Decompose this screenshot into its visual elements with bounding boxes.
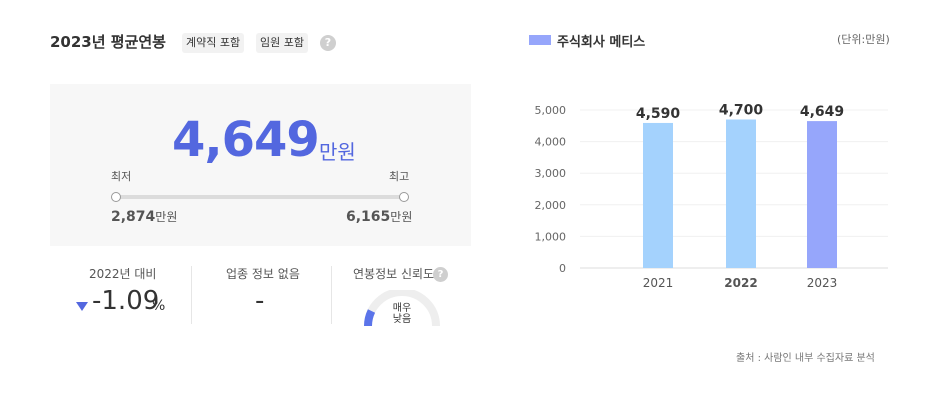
yoy-change-value: -1.09: [92, 286, 160, 316]
reliability-help-icon[interactable]: ?: [433, 267, 448, 282]
min-label: 최저: [111, 170, 132, 183]
help-icon[interactable]: ?: [320, 35, 336, 51]
page-title: 2023년 평균연봉: [50, 33, 166, 51]
y-tick-label: 5,000: [535, 104, 567, 117]
gauge-fill: [364, 309, 376, 327]
stat-divider: [331, 266, 332, 324]
reliability-level: 매우 낮음: [384, 303, 420, 325]
x-tick-label: 2021: [643, 276, 674, 290]
legend-label: 주식회사 메티스: [557, 35, 646, 50]
range-max-marker: [399, 192, 409, 202]
max-salary-unit: 만원: [390, 210, 413, 224]
y-tick-label: 4,000: [535, 136, 567, 149]
yoy-label: 2022년 대비: [89, 267, 157, 281]
salary-summary-box: [50, 84, 471, 246]
bar-value-label: 4,590: [636, 106, 681, 122]
source-note: 출처 : 사람인 내부 수집자료 분석: [736, 353, 875, 364]
salary-range-bar: [116, 195, 406, 199]
max-label: 최고: [389, 170, 410, 183]
x-tick-label: 2023: [807, 276, 838, 290]
average-salary-unit: 만원: [319, 140, 356, 164]
y-tick-label: 2,000: [535, 199, 567, 212]
reliability-level-line2: 낮음: [392, 314, 412, 325]
bar-2022: [726, 119, 756, 268]
unit-note: (단위:만원): [837, 33, 890, 46]
bar-2023: [807, 121, 837, 268]
max-salary: 6,165만원: [346, 208, 412, 225]
salary-bar-chart: 0 1,000 2,000 3,000 4,000 5,000 4,590 2021 4,70…: [535, 102, 888, 290]
reliability-gauge: [364, 290, 440, 327]
bar-value-label: 4,700: [719, 102, 764, 118]
industry-value: -: [255, 286, 265, 316]
x-tick-label: 2022: [724, 276, 757, 290]
min-salary-unit: 만원: [155, 210, 178, 224]
max-salary-value: 6,165: [346, 209, 391, 225]
min-salary-value: 2,874: [111, 209, 156, 225]
average-salary-value: 4,649: [172, 112, 320, 168]
reliability-level-line1: 매우: [392, 303, 412, 314]
reliability-label: 연봉정보 신뢰도: [353, 267, 435, 281]
y-tick-label: 3,000: [535, 167, 567, 180]
legend-swatch: [529, 35, 551, 45]
y-tick-label: 0: [559, 262, 566, 275]
y-tick-label: 1,000: [535, 230, 567, 243]
bar-2021: [643, 122, 673, 269]
executive-included-tag: 임원 포함: [256, 33, 308, 53]
min-salary: 2,874만원: [111, 208, 177, 225]
industry-label: 업종 정보 없음: [226, 267, 300, 281]
yoy-change-unit: %: [152, 298, 166, 314]
bar-value-label: 4,649: [800, 104, 844, 120]
stat-divider: [191, 266, 192, 324]
range-min-marker: [111, 192, 121, 202]
contract-included-tag: 계약직 포함: [182, 33, 245, 53]
down-arrow-icon: [76, 302, 88, 311]
